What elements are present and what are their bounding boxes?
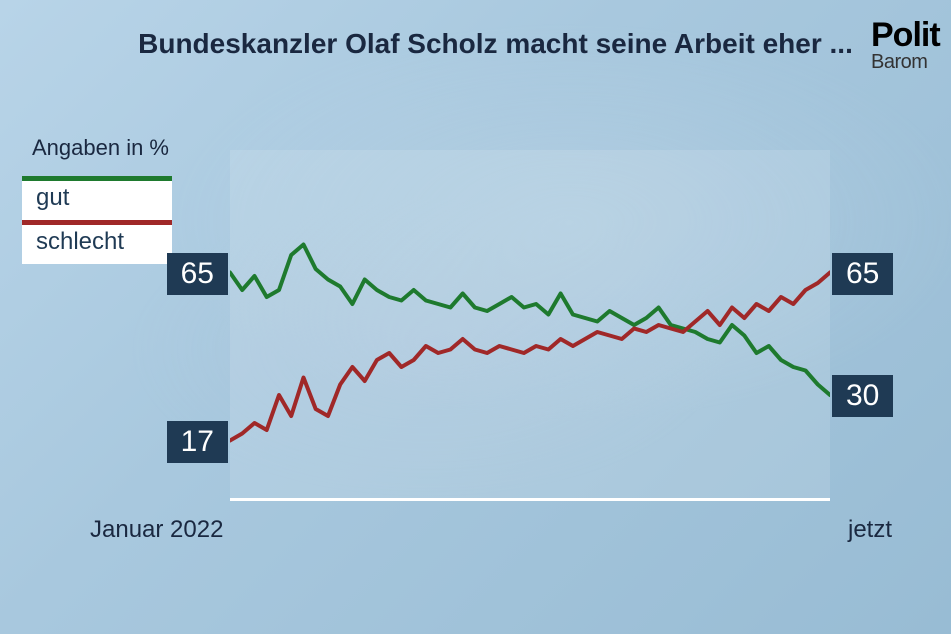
chart-lines [230,150,830,500]
legend-item-gut: gut [22,176,172,220]
x-axis-start-label: Januar 2022 [90,516,223,544]
chart-title: Bundeskanzler Olaf Scholz macht seine Ar… [0,28,951,60]
legend-label-schlecht: schlecht [36,228,124,256]
value-end-bad: 65 [832,253,893,295]
value-end-good: 30 [832,375,893,417]
brand-logo: Polit Barom [871,18,951,72]
legend-label-gut: gut [36,184,69,212]
logo-line-2: Barom [871,52,951,72]
legend-item-schlecht: schlecht [22,220,172,264]
logo-line-1: Polit [871,18,951,52]
y-axis-label: Angaben in % [32,135,169,161]
chart-area [230,150,830,500]
value-start-good: 65 [167,253,228,295]
value-start-bad: 17 [167,421,228,463]
series-line-schlecht [230,273,830,441]
chart-baseline [230,498,830,501]
legend: gut schlecht [22,176,172,264]
legend-swatch-schlecht [22,220,172,225]
x-axis-end-label: jetzt [848,516,892,544]
legend-swatch-gut [22,176,172,181]
series-line-gut [230,245,830,396]
